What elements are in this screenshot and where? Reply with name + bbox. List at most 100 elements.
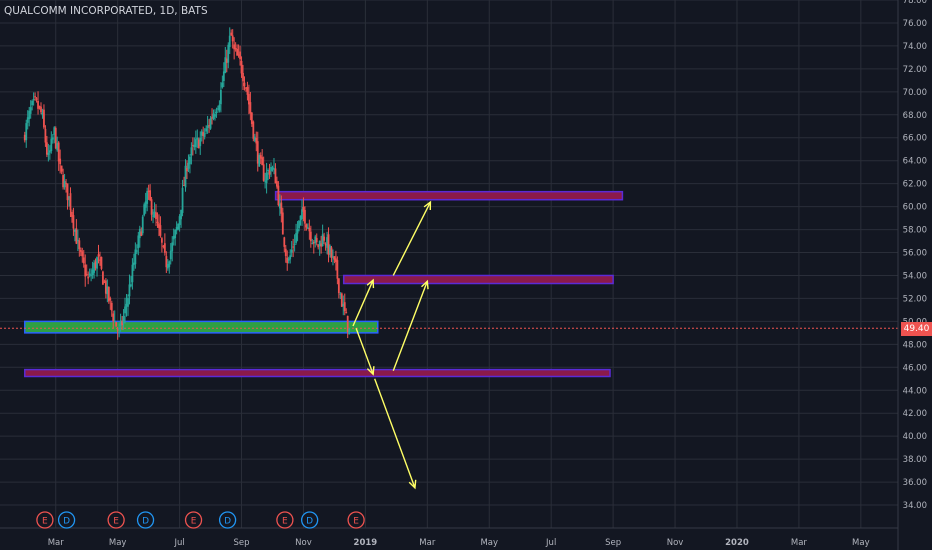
x-tick-label: Sep (234, 538, 250, 548)
candle-body (295, 233, 297, 243)
candle-body (180, 209, 182, 220)
candle-body (268, 171, 271, 175)
candle-body (335, 258, 337, 262)
x-tick-label: Nov (667, 538, 684, 548)
candle-body (144, 201, 147, 208)
candle-body (146, 191, 149, 204)
candle-body (215, 111, 218, 114)
event-marker-label: D (306, 517, 313, 527)
candle-body (227, 44, 230, 63)
candle-body (25, 123, 28, 141)
candle-body (135, 250, 138, 252)
candle-body (189, 156, 191, 165)
candle-body (93, 262, 95, 273)
y-tick-label: 76.00 (903, 19, 927, 29)
candle-body (131, 264, 134, 283)
candle-body (68, 196, 70, 198)
y-tick-label: 72.00 (903, 65, 927, 75)
candle-body (342, 303, 345, 307)
candle-body (261, 157, 264, 166)
candle-body (147, 190, 150, 192)
y-tick-label: 56.00 (903, 249, 927, 259)
candle-body (47, 152, 50, 155)
candle-body (205, 128, 208, 132)
candle-body (237, 54, 240, 56)
candle-body (162, 245, 165, 247)
event-marker (136, 511, 155, 529)
projection-arrow (392, 201, 432, 276)
time-axis[interactable]: Mar May Jul Sep Nov 2019 Mar May Jul Sep Nov 2020 Ma… (0, 527, 898, 548)
candle-body (78, 240, 81, 250)
candle-body (168, 261, 171, 268)
candle-body (103, 281, 106, 283)
candle-body (194, 139, 197, 148)
candle-body (107, 286, 110, 302)
candle-body (298, 220, 300, 229)
resistance-zone (274, 190, 624, 201)
x-tick-label: 2020 (725, 538, 749, 548)
candle-body (283, 237, 286, 247)
candle-body (172, 235, 175, 240)
candle-body (309, 231, 312, 242)
candle-body (219, 89, 222, 105)
y-tick-label: 74.00 (903, 42, 927, 52)
candle-body (214, 114, 216, 117)
candle-body (228, 35, 231, 47)
event-marker (184, 511, 203, 529)
candle-body (274, 168, 277, 184)
candle-body (280, 202, 283, 214)
support-zone (24, 320, 379, 334)
candle-body (284, 248, 287, 256)
candle-body (44, 128, 47, 143)
candle-body (333, 256, 336, 260)
candle-body (243, 82, 246, 87)
event-marker (57, 511, 76, 529)
candle-body (340, 293, 343, 307)
candle-body (183, 185, 185, 187)
x-tick-label: Sep (605, 538, 621, 548)
last-price-tag: 49.40 (901, 322, 932, 336)
candle-body (41, 112, 44, 116)
y-tick-label: 38.00 (903, 455, 927, 465)
candle-body (106, 286, 109, 295)
candle-body (35, 98, 38, 100)
candle-body (166, 264, 169, 269)
candle-body (141, 216, 144, 234)
candle-body (233, 44, 236, 50)
candle-body (306, 227, 309, 229)
resistance-zone (24, 368, 611, 378)
candle-body (218, 104, 221, 111)
candle-body (53, 127, 56, 135)
candle-body (225, 58, 228, 63)
y-tick-label: 64.00 (903, 157, 927, 167)
candle-body (81, 251, 84, 257)
candle-body (150, 199, 153, 215)
event-marker (301, 511, 319, 529)
projection-arrow-head (366, 278, 375, 289)
candle-body (158, 223, 160, 228)
candle-body (305, 224, 308, 228)
candle-body (112, 313, 115, 322)
candle-body (248, 93, 250, 105)
candle-body (308, 227, 311, 232)
candle-body (138, 228, 141, 239)
candle-body (23, 134, 26, 141)
projection-arrow-head (421, 279, 429, 290)
candle-body (40, 106, 42, 113)
candle-body (50, 138, 53, 152)
candle-body (113, 320, 116, 322)
candle-body (149, 190, 152, 201)
candle-body (87, 276, 90, 279)
candle-body (281, 212, 284, 235)
x-tick-label: 2019 (354, 538, 378, 548)
event-marker (276, 511, 294, 529)
candle-body (202, 132, 205, 137)
candle-body (143, 204, 146, 216)
candle-body (97, 254, 100, 257)
candle-body (348, 328, 351, 335)
candle-body (211, 117, 213, 119)
candle-body (29, 107, 32, 114)
candle-body (320, 243, 323, 247)
